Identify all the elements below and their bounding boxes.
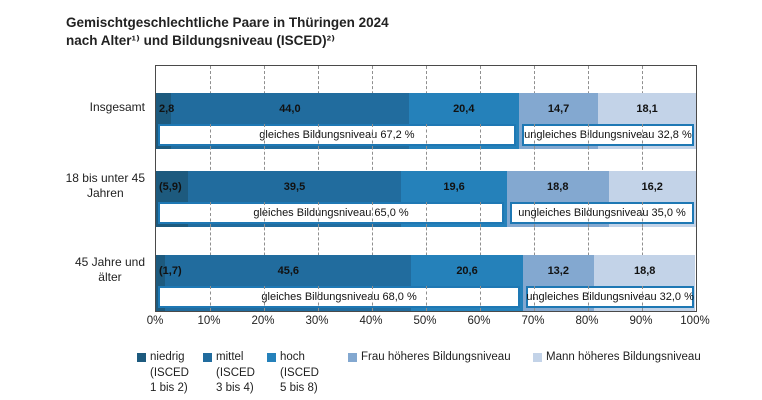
value-label: 18,8: [633, 264, 656, 277]
bildungsniveau-strip: gleiches Bildungsniveau 65,0 % ungleiche…: [156, 202, 696, 227]
legend-item-mann-hoeher: Mann höheres Bildungsniveau: [533, 350, 701, 366]
value-label: (5,9): [159, 180, 182, 193]
ungleiches-bildungsniveau-box: ungleiches Bildungsniveau 32,0 %: [526, 286, 694, 308]
value-label: (1,7): [159, 264, 182, 277]
bildungsniveau-strip: gleiches Bildungsniveau 67,2 % ungleiche…: [156, 124, 696, 149]
legend-swatch-frau-hoeher: [348, 353, 357, 362]
plot-area: 2,8 44,0 20,4 14,7 18,1 gleiches Bildung…: [155, 65, 697, 312]
x-tick-10%: 10%: [197, 315, 221, 327]
value-label: 39,5: [283, 180, 306, 193]
value-label: 16,2: [641, 180, 663, 193]
legend-item-hoch: hoch (ISCED 5 bis 8): [267, 350, 319, 397]
legend-swatch-mittel: [203, 353, 212, 362]
gleiches-bildungsniveau-box: gleiches Bildungsniveau 68,0 %: [158, 286, 521, 308]
legend-item-frau-hoeher: Frau höheres Bildungsniveau: [348, 350, 511, 366]
bar-row-45-und-aelter: (1,7) 45,6 20,6 13,2 18,8 gleiches Bildu…: [156, 255, 696, 311]
row-label-18-bis-unter-45: 18 bis unter 45 Jahren: [65, 171, 145, 200]
legend-item-mittel: mittel (ISCED 3 bis 4): [203, 350, 255, 397]
chart-title-line2: nach Alter¹⁾ und Bildungsniveau (ISCED)²…: [66, 33, 336, 48]
segment-niedrig: [156, 255, 166, 311]
value-label: 14,7: [547, 102, 570, 115]
legend-item-niedrig: niedrig (ISCED 1 bis 2): [137, 350, 189, 397]
x-tick-40%: 40%: [359, 315, 383, 327]
bildungsniveau-strip: gleiches Bildungsniveau 68,0 % ungleiche…: [156, 286, 696, 311]
legend-swatch-niedrig: [137, 353, 146, 362]
x-tick-20%: 20%: [251, 315, 275, 327]
gleiches-bildungsniveau-box: gleiches Bildungsniveau 65,0 %: [158, 202, 504, 224]
value-label: 13,2: [547, 264, 569, 277]
chart-title-line1: Gemischtgeschlechtliche Paare in Thüring…: [66, 15, 389, 30]
value-label: 44,0: [279, 102, 301, 115]
x-tick-50%: 50%: [413, 315, 437, 327]
chart-title: Gemischtgeschlechtliche Paare in Thüring…: [66, 14, 389, 50]
row-label-45-und-aelter: 45 Jahre und älter: [74, 255, 145, 284]
gleiches-bildungsniveau-box: gleiches Bildungsniveau 67,2 %: [158, 124, 516, 146]
x-tick-70%: 70%: [521, 315, 545, 327]
x-tick-0%: 0%: [146, 315, 164, 327]
value-labels: 2,8 44,0 20,4 14,7 18,1: [156, 93, 696, 124]
x-tick-100%: 100%: [680, 315, 710, 327]
value-label: 18,1: [636, 102, 658, 115]
value-label: 20,4: [453, 102, 475, 115]
ungleiches-bildungsniveau-box: ungleiches Bildungsniveau 35,0 %: [510, 202, 694, 224]
value-label: 45,6: [277, 264, 299, 277]
bar-row-insgesamt: 2,8 44,0 20,4 14,7 18,1 gleiches Bildung…: [156, 93, 696, 149]
value-label: 20,6: [456, 264, 478, 277]
legend-swatch-hoch: [267, 353, 276, 362]
x-tick-80%: 80%: [575, 315, 599, 327]
x-tick-30%: 30%: [305, 315, 329, 327]
x-axis: 0% 10% 20% 30% 40% 50% 60% 70% 80% 90% 100%: [147, 315, 710, 331]
x-tick-60%: 60%: [467, 315, 491, 327]
ungleiches-bildungsniveau-box: ungleiches Bildungsniveau 32,8 %: [521, 124, 694, 146]
value-labels: (5,9) 39,5 19,6 18,8 16,2: [156, 171, 696, 202]
value-labels: (1,7) 45,6 20,6 13,2 18,8: [156, 255, 696, 286]
legend-swatch-mann-hoeher: [533, 353, 542, 362]
row-label-insgesamt: Insgesamt: [89, 100, 145, 115]
value-label: 2,8: [159, 102, 175, 115]
value-label: 18,8: [547, 180, 569, 193]
value-label: 19,6: [443, 180, 465, 193]
bar-row-18-bis-unter-45: (5,9) 39,5 19,6 18,8 16,2 gleiches Bildu…: [156, 171, 696, 227]
x-tick-90%: 90%: [629, 315, 653, 327]
